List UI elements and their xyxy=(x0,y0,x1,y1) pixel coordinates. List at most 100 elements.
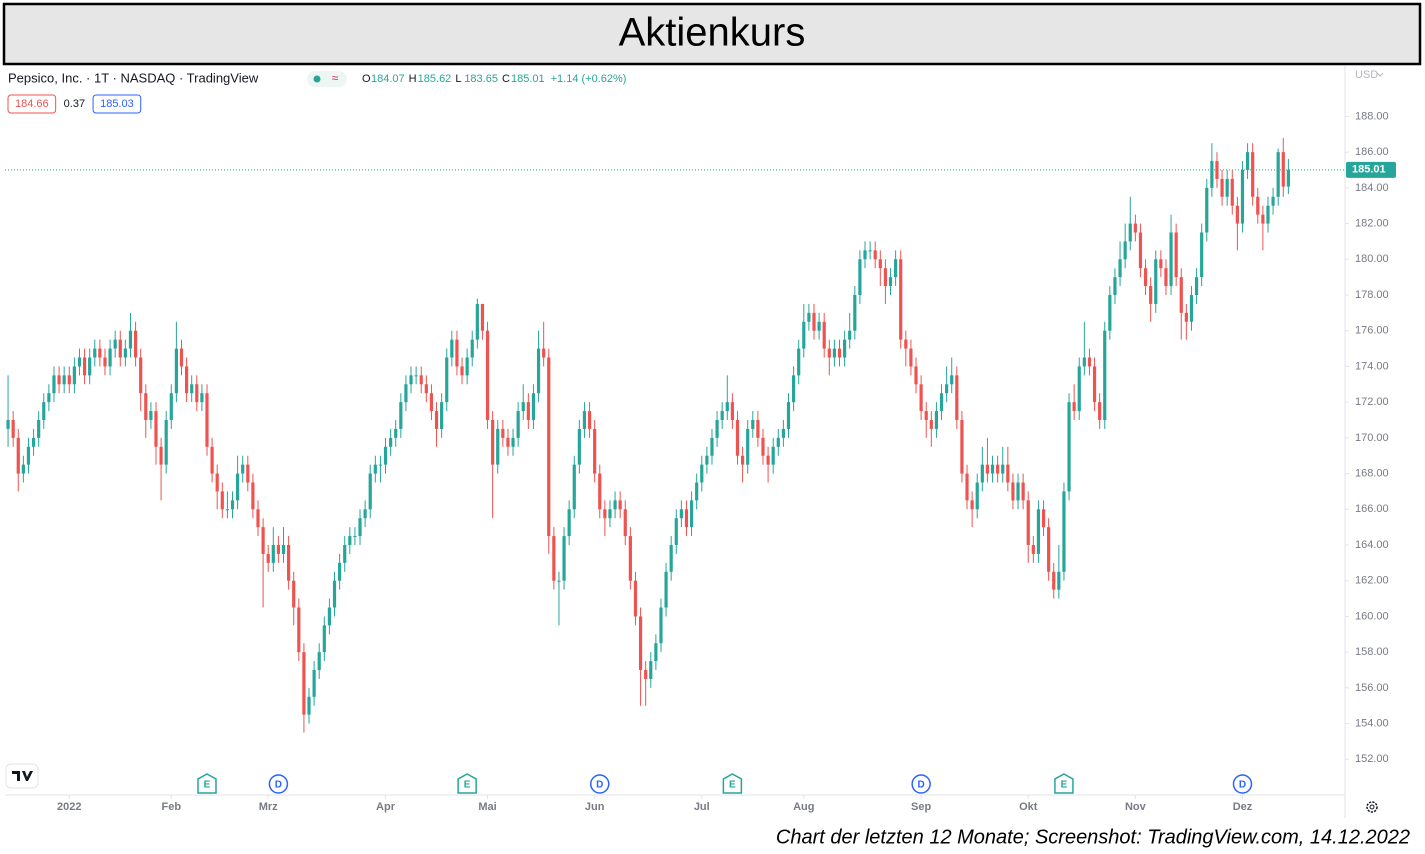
ohlc-value: 184.07 xyxy=(371,73,405,85)
candle-body xyxy=(389,437,393,447)
candle-body xyxy=(139,357,143,394)
candle-body xyxy=(970,500,974,510)
candle-body xyxy=(149,411,153,420)
candle-body xyxy=(154,411,158,447)
candle-body xyxy=(1026,500,1030,545)
candle-body xyxy=(786,402,791,429)
candle-body xyxy=(1245,152,1250,170)
settings-icon[interactable] xyxy=(1366,801,1378,813)
candle-body xyxy=(654,643,658,662)
candle-body xyxy=(812,312,816,331)
candle-body xyxy=(567,509,571,537)
candle-body xyxy=(1189,295,1194,322)
candle-body xyxy=(909,348,913,367)
candle-body xyxy=(1047,527,1051,572)
candle-body xyxy=(6,420,10,429)
candles xyxy=(6,137,1290,733)
candle-body xyxy=(797,348,801,376)
spread: 0.37 xyxy=(64,98,85,110)
candle-body xyxy=(924,411,928,420)
candle-body xyxy=(1052,571,1056,590)
candle-body xyxy=(1271,196,1275,206)
candle-body xyxy=(1082,357,1086,367)
x-tick-label: Mrz xyxy=(259,801,278,813)
candle-body xyxy=(934,411,939,429)
candle-body xyxy=(1123,241,1127,260)
candle-body xyxy=(287,545,291,581)
candle-body xyxy=(159,446,163,465)
y-tick-label: 180.00 xyxy=(1355,253,1389,265)
candle-body xyxy=(868,250,872,252)
candle-body xyxy=(485,330,490,420)
event-marker xyxy=(457,773,477,794)
candle-body xyxy=(292,580,296,608)
candle-body xyxy=(526,402,530,420)
candle-body xyxy=(1036,509,1041,554)
event-label: D xyxy=(596,780,603,791)
candle-body xyxy=(11,420,15,438)
candle-body xyxy=(103,357,107,367)
candle-body xyxy=(82,357,87,376)
candle-body xyxy=(955,375,959,420)
candle-body xyxy=(424,384,428,394)
candle-body xyxy=(317,652,321,670)
candle-body xyxy=(547,357,551,537)
candle-body xyxy=(1179,277,1183,313)
candle-body xyxy=(791,375,796,403)
candle-body xyxy=(37,420,41,438)
candle-body xyxy=(832,348,837,358)
candle-body xyxy=(235,473,240,501)
candle-body xyxy=(746,428,750,465)
candle-body xyxy=(552,536,556,581)
candle-body xyxy=(807,312,811,322)
candle-body xyxy=(128,330,133,349)
candle-body xyxy=(1210,161,1214,188)
candle-body xyxy=(542,348,546,358)
currency: USD xyxy=(1355,69,1378,81)
candle-body xyxy=(348,536,352,545)
candle-body xyxy=(725,402,729,412)
candle-body xyxy=(363,509,367,519)
candle-body xyxy=(88,357,92,376)
candle-body xyxy=(450,339,454,358)
candle-body xyxy=(689,500,694,528)
candle-body xyxy=(873,250,877,260)
bid: 184.66 xyxy=(15,98,49,110)
event-marker xyxy=(268,774,289,794)
candle-body xyxy=(1006,464,1010,483)
candle-body xyxy=(496,428,500,465)
candle-body xyxy=(715,420,719,438)
candle-body xyxy=(368,473,372,510)
candle-body xyxy=(638,616,643,670)
x-tick-label: Okt xyxy=(1019,801,1038,813)
candle-body xyxy=(353,536,357,538)
candle-body xyxy=(506,437,510,447)
candle-body xyxy=(1276,152,1280,197)
candle-body xyxy=(878,259,882,269)
candle-body xyxy=(511,437,515,447)
candle-body xyxy=(628,536,632,581)
candle-body xyxy=(837,348,842,358)
y-tick-label: 188.00 xyxy=(1355,110,1389,122)
tv-logo xyxy=(5,763,39,789)
y-tick-label: 186.00 xyxy=(1355,146,1389,158)
candle-body xyxy=(276,545,281,554)
ohlc-value: 185.62 xyxy=(418,73,452,85)
candle-body xyxy=(470,339,474,358)
candle-body xyxy=(1251,152,1255,197)
candle-body xyxy=(230,500,235,510)
ohlc-key: L xyxy=(455,73,461,85)
candle-body xyxy=(1200,232,1204,278)
candle-body xyxy=(394,428,398,438)
candle-body xyxy=(373,464,377,474)
candle-body xyxy=(853,295,857,331)
candle-body xyxy=(184,366,189,394)
candle-body xyxy=(21,464,25,474)
candle-body xyxy=(679,509,683,519)
candle-body xyxy=(343,545,347,563)
candle-body xyxy=(67,375,71,385)
candle-body xyxy=(674,518,678,545)
candle-body xyxy=(261,527,265,554)
candle-body xyxy=(144,393,148,420)
